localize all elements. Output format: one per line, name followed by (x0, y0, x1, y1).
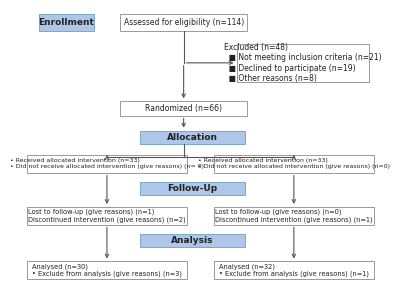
Text: Follow-Up: Follow-Up (167, 184, 218, 193)
FancyBboxPatch shape (39, 14, 94, 31)
Text: Assessed for eligibility (n=114): Assessed for eligibility (n=114) (124, 18, 244, 27)
FancyBboxPatch shape (214, 261, 374, 279)
Text: Excluded (n=48)
  ■ Not meeting inclusion criteria (n=21)
  ■ Declined to partic: Excluded (n=48) ■ Not meeting inclusion … (224, 43, 382, 83)
FancyBboxPatch shape (120, 101, 247, 115)
FancyBboxPatch shape (214, 155, 374, 173)
FancyBboxPatch shape (140, 182, 245, 195)
Text: Analysis: Analysis (171, 236, 214, 245)
FancyBboxPatch shape (140, 234, 245, 247)
Text: Enrollment: Enrollment (38, 18, 94, 27)
Text: • Received allocated intervention (n=33)
• Did not receive allocated interventio: • Received allocated intervention (n=33)… (198, 158, 390, 169)
FancyBboxPatch shape (214, 207, 374, 225)
Text: Analysed (n=30)
• Exclude from analysis (give reasons) (n=3): Analysed (n=30) • Exclude from analysis … (32, 263, 182, 277)
Text: Analysed (n=32)
• Exclude from analysis (give reasons) (n=1): Analysed (n=32) • Exclude from analysis … (219, 263, 369, 277)
Text: • Received allocated intervention (n=33)
• Did not receive allocated interventio: • Received allocated intervention (n=33)… (10, 158, 204, 169)
Text: Randomized (n=66): Randomized (n=66) (145, 104, 222, 113)
FancyBboxPatch shape (236, 44, 369, 82)
FancyBboxPatch shape (140, 131, 245, 144)
FancyBboxPatch shape (27, 155, 187, 173)
FancyBboxPatch shape (27, 261, 187, 279)
FancyBboxPatch shape (120, 14, 247, 31)
Text: Allocation: Allocation (167, 133, 218, 142)
Text: Lost to follow-up (give reasons) (n=1)
Discontinued intervention (give reasons) : Lost to follow-up (give reasons) (n=1) D… (28, 209, 186, 223)
FancyBboxPatch shape (27, 207, 187, 225)
Text: Lost to follow-up (give reasons) (n=0)
Discontinued intervention (give reasons) : Lost to follow-up (give reasons) (n=0) D… (215, 209, 373, 223)
